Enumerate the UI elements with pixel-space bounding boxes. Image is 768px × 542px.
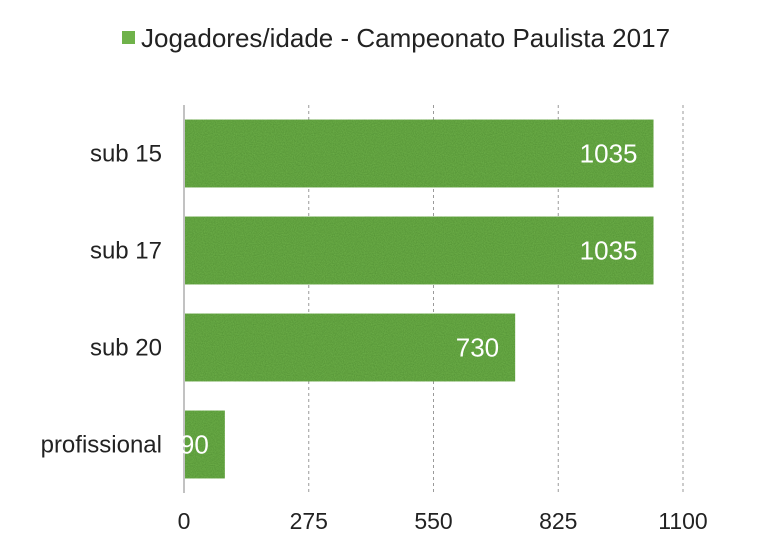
x-tick-label: 0 (178, 508, 191, 534)
bars (185, 119, 654, 479)
legend-swatch (122, 31, 135, 44)
category-label: sub 15 (90, 141, 162, 168)
data-label: 90 (180, 430, 209, 460)
x-tick-labels: 0 275 550 825 1100 (178, 508, 708, 534)
bar (185, 410, 225, 479)
data-labels: 1035 1035 730 90 (180, 139, 638, 460)
x-tick-label: 550 (414, 508, 452, 534)
category-labels: sub 15 sub 17 sub 20 profissional (41, 141, 162, 459)
x-tick-label: 825 (539, 508, 577, 534)
x-tick-label: 1100 (658, 508, 707, 534)
gridlines (308, 105, 684, 493)
x-tick-label: 275 (290, 508, 328, 534)
legend-label: Jogadores/idade - Campeonato Paulista 20… (141, 23, 670, 53)
bar (185, 216, 654, 285)
category-label: sub 20 (90, 335, 162, 362)
data-label: 1035 (580, 236, 638, 266)
bar (185, 313, 516, 382)
bar (185, 119, 654, 188)
category-label: profissional (41, 432, 162, 459)
legend: Jogadores/idade - Campeonato Paulista 20… (122, 23, 670, 53)
data-label: 730 (456, 333, 499, 363)
category-label: sub 17 (90, 238, 162, 265)
data-label: 1035 (580, 139, 638, 169)
